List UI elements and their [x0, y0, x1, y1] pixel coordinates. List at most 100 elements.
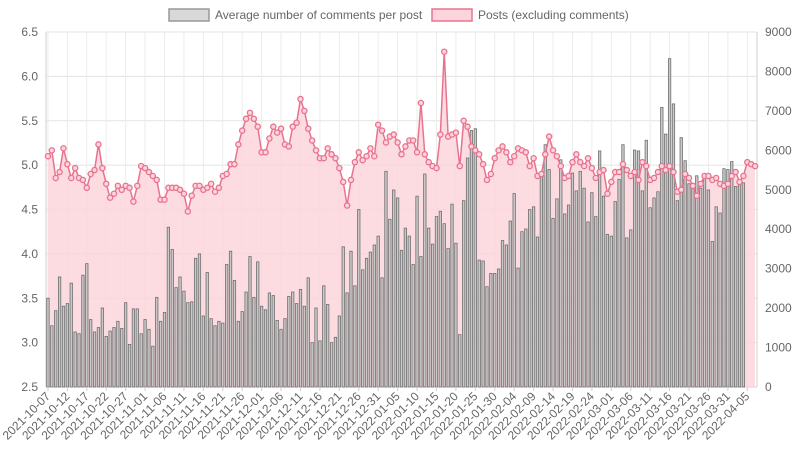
comments-bar: [667, 58, 672, 388]
right-tick-label: 7000: [765, 104, 792, 118]
comments-bar: [353, 285, 357, 388]
comments-bar: [333, 336, 338, 388]
comments-bar: [100, 307, 104, 388]
posts-point: [553, 152, 561, 160]
posts-point: [475, 151, 483, 158]
comments-bar: [741, 182, 746, 388]
comments-bar: [232, 280, 237, 388]
comments-bar: [702, 176, 707, 388]
posts-point: [273, 129, 281, 136]
comments-bar: [609, 235, 613, 388]
posts-point: [662, 166, 669, 174]
left-tick-label: 5.5: [21, 114, 38, 128]
comments-bar: [547, 169, 551, 388]
right-tick-label: 4000: [765, 222, 792, 236]
comments-bar: [737, 184, 742, 388]
posts-point: [530, 154, 537, 162]
posts-point: [266, 135, 273, 142]
legend-label-posts[interactable]: Posts (excluding comments): [478, 8, 629, 22]
posts-point: [650, 174, 658, 182]
comments-bar: [388, 218, 392, 388]
posts-point: [635, 176, 642, 184]
comments-bar: [430, 243, 435, 388]
posts-point: [483, 176, 491, 184]
comments-bar: [403, 227, 407, 388]
comments-bar: [691, 184, 695, 388]
comments-bar: [446, 248, 450, 388]
comments-bar: [695, 175, 699, 388]
comments-bar: [260, 305, 264, 388]
comments-bar: [225, 264, 229, 388]
comments-bar: [633, 149, 637, 388]
comments-bar: [85, 263, 89, 388]
comments-bar: [582, 187, 586, 388]
posts-point: [297, 95, 304, 103]
posts-point: [242, 115, 250, 123]
posts-point: [693, 192, 701, 199]
comments-bar: [275, 320, 279, 388]
comments-bar: [726, 169, 730, 388]
comments-bar: [485, 286, 489, 388]
posts-point: [114, 182, 122, 190]
posts-point: [79, 176, 87, 184]
posts-point: [705, 172, 712, 180]
comments-bar: [419, 256, 423, 388]
posts-point: [180, 190, 188, 197]
comments-bar: [341, 246, 345, 388]
posts-point: [262, 149, 269, 156]
comments-bar: [629, 229, 633, 388]
posts-point: [452, 129, 460, 136]
comments-bar: [625, 237, 629, 388]
comments-bar: [687, 183, 691, 388]
comments-bar: [104, 336, 108, 388]
posts-point: [425, 158, 432, 166]
comments-bar: [465, 157, 470, 388]
posts-point: [728, 172, 736, 180]
comments-bar: [392, 189, 396, 388]
comments-bar: [248, 256, 252, 388]
comments-bar: [283, 318, 287, 388]
comments-bar: [500, 240, 505, 388]
posts-point: [347, 176, 355, 184]
posts-point: [681, 170, 689, 178]
posts-point: [615, 168, 623, 176]
comments-bar: [683, 160, 687, 388]
legend-label-comments[interactable]: Average number of comments per post: [215, 8, 423, 22]
posts-point: [106, 194, 114, 201]
comments-bar: [636, 150, 641, 388]
posts-point: [161, 196, 168, 203]
comments-bar: [454, 242, 458, 388]
posts-point: [697, 180, 704, 188]
posts-point: [740, 172, 747, 180]
posts-point: [639, 158, 646, 166]
posts-point: [689, 182, 697, 190]
right-tick-label: 9000: [765, 25, 792, 39]
posts-point: [627, 172, 634, 180]
posts-point: [604, 190, 611, 197]
right-tick-label: 6000: [765, 143, 792, 157]
comments-bar: [734, 186, 738, 388]
comments-bar: [699, 187, 703, 388]
posts-point: [468, 143, 475, 150]
posts-point: [56, 168, 63, 176]
comments-bar: [361, 269, 365, 388]
comments-bar: [139, 333, 143, 388]
comments-bar: [120, 328, 124, 388]
comments-bar: [306, 277, 310, 388]
comments-bar: [438, 210, 442, 388]
comments-bar: [586, 221, 590, 388]
comments-bar: [531, 206, 536, 388]
posts-point: [293, 119, 300, 126]
left-axis-ticks: 2.5 3.0 3.5 4.0 4.5 5.0 5.5 6.0 6.5: [21, 25, 38, 394]
left-tick-label: 5.0: [21, 158, 38, 172]
posts-point: [223, 170, 230, 178]
posts-point: [312, 147, 320, 154]
legend-swatch-posts[interactable]: [431, 8, 473, 22]
posts-point: [712, 174, 720, 182]
posts-point: [301, 107, 308, 115]
comments-bar: [116, 320, 120, 388]
legend-swatch-comments[interactable]: [168, 8, 210, 22]
posts-point: [285, 143, 293, 150]
comments-bar: [481, 260, 485, 388]
comments-bar: [174, 287, 178, 388]
